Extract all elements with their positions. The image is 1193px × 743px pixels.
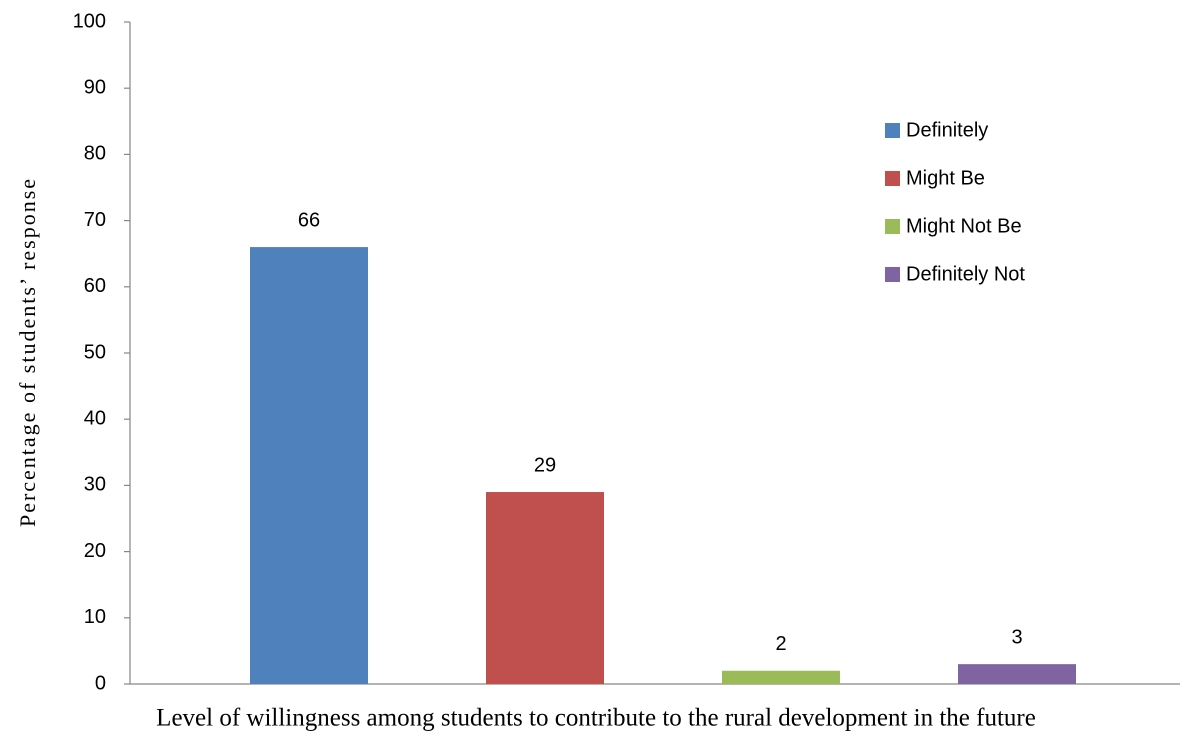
y-axis-label: Percentage of students’ response — [15, 177, 40, 527]
legend-label: Might Not Be — [906, 215, 1022, 237]
y-tick-label: 60 — [84, 275, 106, 297]
y-tick-label: 80 — [84, 143, 106, 165]
y-tick-label: 50 — [84, 341, 106, 363]
x-axis-label: Level of willingness among students to c… — [156, 705, 1036, 732]
y-tick-label: 90 — [84, 76, 106, 98]
data-label: 66 — [298, 209, 320, 231]
legend-label: Definitely — [906, 119, 988, 141]
legend-swatch — [885, 171, 900, 186]
y-tick-label: 10 — [84, 606, 106, 628]
y-tick-label: 30 — [84, 474, 106, 496]
legend-swatch — [885, 219, 900, 234]
bar — [250, 247, 368, 684]
bar — [722, 670, 840, 684]
data-label: 29 — [534, 454, 556, 476]
legend-swatch — [885, 123, 900, 138]
bar — [486, 492, 604, 684]
y-tick-label: 100 — [73, 10, 106, 32]
bar — [958, 664, 1076, 684]
y-tick-label: 20 — [84, 540, 106, 562]
data-label: 2 — [775, 633, 786, 655]
y-tick-label: 40 — [84, 407, 106, 429]
data-label: 3 — [1011, 626, 1022, 648]
y-tick-label: 70 — [84, 209, 106, 231]
legend-label: Definitely Not — [906, 263, 1025, 285]
legend-label: Might Be — [906, 167, 985, 189]
y-tick-label: 0 — [95, 672, 106, 694]
legend-swatch — [885, 267, 900, 282]
